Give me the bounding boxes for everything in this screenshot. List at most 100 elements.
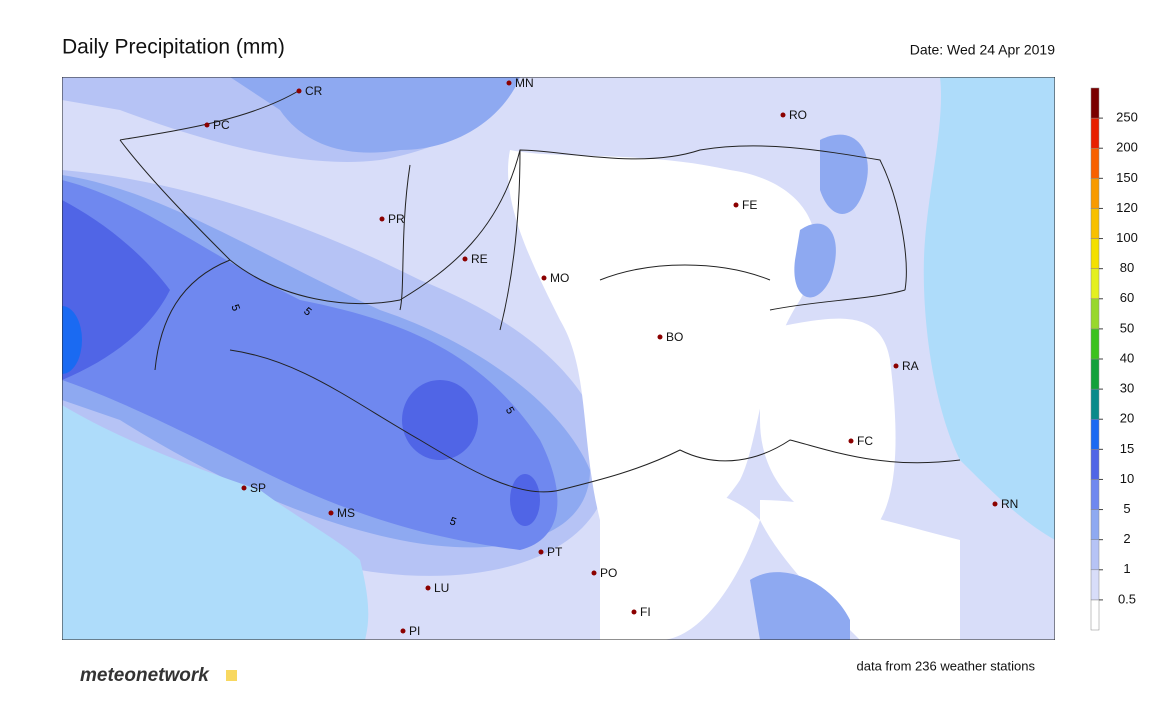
precip-area [402, 380, 478, 460]
precip-area [62, 306, 82, 374]
precip-area [750, 572, 850, 640]
precip-area [230, 77, 520, 153]
city-label: RO [789, 108, 807, 122]
sea [923, 77, 1055, 540]
city: FE [733, 198, 757, 212]
no-precip-area [508, 150, 816, 541]
legend-label: 200 [1116, 140, 1138, 155]
city: BO [657, 330, 683, 344]
city: FC [848, 434, 873, 448]
legend-label: 1 [1123, 561, 1130, 576]
city-label: PC [213, 118, 230, 132]
city: MS [328, 506, 355, 520]
legend-label: 120 [1116, 200, 1138, 215]
legend-swatch [1090, 388, 1100, 420]
city-label: PT [547, 545, 563, 559]
city: PT [538, 545, 563, 559]
city-label: PI [409, 624, 420, 638]
legend-label: 250 [1116, 110, 1138, 125]
city-label: FI [640, 605, 651, 619]
sea [62, 405, 369, 640]
legend-label: 60 [1120, 290, 1134, 305]
legend-swatch [1090, 569, 1100, 601]
legend-label: 40 [1120, 350, 1134, 365]
city-label: MN [515, 76, 534, 90]
city-label: RA [902, 359, 919, 373]
city: MO [541, 271, 569, 285]
legend-swatch [1090, 449, 1100, 480]
city-label: SP [250, 481, 266, 495]
legend-swatch [1090, 328, 1100, 360]
legend-swatch [1090, 178, 1100, 209]
city: PR [379, 212, 405, 226]
legend-label: 2 [1123, 531, 1130, 546]
legend-label: 100 [1116, 230, 1138, 245]
legend-swatch [1090, 599, 1100, 631]
no-precip-area [760, 500, 960, 640]
city-label: PO [600, 566, 617, 580]
city-label: FE [742, 198, 757, 212]
legend-label: 50 [1120, 320, 1134, 335]
legend-swatch [1090, 117, 1100, 149]
legend-swatch [1090, 298, 1100, 330]
precip-area [794, 223, 836, 298]
city-label: CR [305, 84, 323, 98]
legend-label: 5 [1123, 501, 1130, 516]
legend-swatch [1090, 358, 1100, 390]
legend-swatch [1090, 509, 1100, 540]
city-label: PR [388, 212, 405, 226]
precip-area [62, 200, 170, 380]
city-label: MS [337, 506, 355, 520]
legend-swatch [1090, 147, 1100, 179]
legend-swatch [1090, 268, 1100, 300]
legend-swatch [1090, 539, 1100, 571]
city: RO [780, 108, 807, 122]
city: LU [425, 581, 449, 595]
legend-label: 0.5 [1118, 591, 1136, 606]
date: Date: Wed 24 Apr 2019 [910, 42, 1055, 58]
no-precip-area [760, 318, 896, 540]
city: FI [631, 605, 651, 619]
legend-swatch [1090, 238, 1100, 269]
city-label: MO [550, 271, 569, 285]
city-label: FC [857, 434, 873, 448]
legend-label: 150 [1116, 170, 1138, 185]
city: PI [400, 624, 420, 638]
city: CR [296, 84, 323, 98]
map: 5 5 5 5 [62, 77, 1055, 640]
legend-label: 80 [1120, 260, 1134, 275]
legend-label: 20 [1120, 411, 1134, 426]
legend: 0.5 1 2 5 10 15 20 30 40 50 60 80 100 120 150 200 250 [1090, 87, 1138, 631]
city: RE [462, 252, 488, 266]
city: PO [591, 566, 617, 580]
border [119, 89, 961, 493]
legend-swatch [1090, 418, 1100, 450]
city: RN [992, 497, 1018, 511]
legend-label: 30 [1120, 381, 1134, 396]
contour-label: 5 [503, 405, 516, 416]
precip-area [510, 474, 540, 526]
city: RA [893, 359, 919, 373]
city-label: RN [1001, 497, 1018, 511]
precip-area [820, 134, 868, 214]
city-label: BO [666, 330, 683, 344]
logo-mark [226, 670, 237, 681]
city: PC [204, 118, 230, 132]
footer: data from 236 weather stations [857, 658, 1036, 673]
legend-swatch [1090, 208, 1100, 239]
legend-label: 15 [1120, 441, 1134, 456]
city-label: RE [471, 252, 488, 266]
contour-label: 5 [448, 515, 458, 528]
city: MN [506, 76, 534, 90]
legend-label: 10 [1120, 471, 1134, 486]
city: SP [241, 481, 266, 495]
contour-label: 5 [228, 303, 241, 313]
city-label: LU [434, 581, 449, 595]
title: Daily Precipitation (mm) [62, 36, 285, 59]
legend-swatch [1090, 87, 1100, 119]
no-precip-area [600, 486, 760, 640]
legend-swatch [1090, 479, 1100, 510]
cities: CR MN PC RO FE PR RE MO BO RA FC SP MS R… [204, 76, 1018, 638]
